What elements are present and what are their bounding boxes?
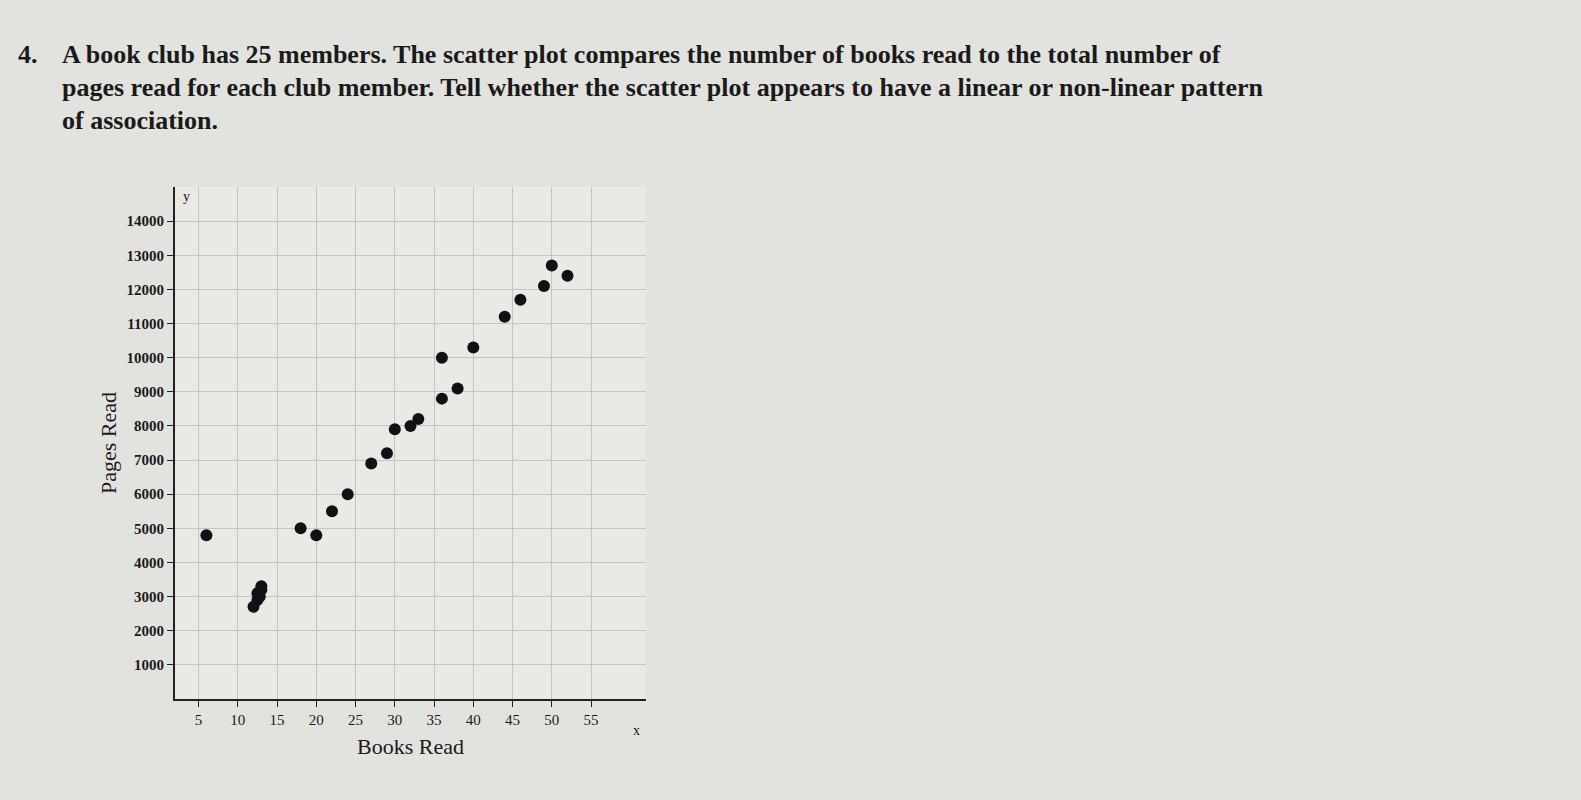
svg-text:55: 55: [584, 712, 599, 728]
svg-text:Books Read: Books Read: [357, 734, 464, 759]
svg-text:40: 40: [466, 712, 481, 728]
svg-text:15: 15: [270, 712, 285, 728]
svg-text:5000: 5000: [134, 521, 164, 537]
svg-text:13000: 13000: [127, 248, 165, 264]
svg-text:1000: 1000: [134, 657, 164, 673]
html-text:4.: 4.: [18, 40, 38, 69]
svg-text:10000: 10000: [127, 350, 165, 366]
svg-text:x: x: [633, 723, 640, 738]
html-text:A book club has 25 members. Th: A book club has 25 members. The scatter …: [62, 40, 1221, 69]
svg-text:20: 20: [309, 712, 324, 728]
html-text:of association.: of association.: [62, 106, 218, 135]
svg-text:25: 25: [348, 712, 363, 728]
svg-text:30: 30: [387, 712, 402, 728]
svg-text:45: 45: [505, 712, 520, 728]
svg-text:6000: 6000: [134, 486, 164, 502]
svg-text:3000: 3000: [134, 589, 164, 605]
svg-text:4000: 4000: [134, 555, 164, 571]
svg-text:y: y: [183, 189, 190, 204]
svg-text:10: 10: [230, 712, 245, 728]
svg-text:11000: 11000: [127, 316, 164, 332]
svg-text:12000: 12000: [127, 282, 165, 298]
svg-text:7000: 7000: [134, 452, 164, 468]
svg-text:35: 35: [427, 712, 442, 728]
svg-text:2000: 2000: [134, 623, 164, 639]
svg-text:5: 5: [195, 712, 203, 728]
svg-text:50: 50: [544, 712, 559, 728]
svg-text:9000: 9000: [134, 384, 164, 400]
html-text:pages read for each club membe: pages read for each club member. Tell wh…: [62, 73, 1263, 102]
svg-text:Pages Read: Pages Read: [96, 392, 121, 494]
svg-text:8000: 8000: [134, 418, 164, 434]
svg-text:14000: 14000: [127, 213, 165, 229]
